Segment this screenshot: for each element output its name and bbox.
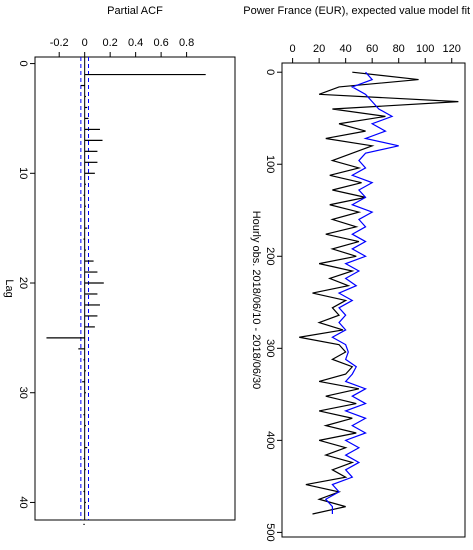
x-tick-label: 0 — [82, 37, 88, 49]
x-tick-label: 0.8 — [179, 37, 194, 49]
chart-title: Power France (EUR), expected value model… — [243, 5, 473, 17]
y-tick-label: 500 — [264, 523, 276, 541]
x-tick-label: 100 — [416, 43, 434, 55]
y-tick-label: 0 — [17, 61, 29, 67]
x-tick-label: 120 — [443, 43, 461, 55]
data-line — [324, 71, 399, 514]
x-tick-label: 0.2 — [103, 37, 118, 49]
y-tick-label: 300 — [264, 339, 276, 357]
y-tick-label: 0 — [264, 69, 276, 75]
y-tick-label: 30 — [17, 387, 29, 399]
x-tick-label: 0 — [290, 43, 296, 55]
y-axis-label: Lag — [3, 279, 15, 297]
chart-title: Partial ACF — [107, 5, 163, 17]
x-tick-label: -0.2 — [50, 37, 69, 49]
y-tick-label: 10 — [17, 167, 29, 179]
y-tick-label: 200 — [264, 247, 276, 265]
x-tick-label: 40 — [340, 43, 352, 55]
plot-frame — [281, 62, 466, 538]
y-axis-label: Hourly obs. 2018/06/10 - 2018/06/30 — [250, 211, 262, 390]
x-tick-label: 60 — [366, 43, 378, 55]
x-tick-label: 80 — [393, 43, 405, 55]
plot-frame — [34, 56, 236, 521]
y-tick-label: 100 — [264, 155, 276, 173]
y-tick-label: 40 — [17, 496, 29, 508]
x-tick-label: 0.6 — [153, 37, 168, 49]
x-tick-label: 0.4 — [128, 37, 143, 49]
y-tick-label: 20 — [17, 277, 29, 289]
x-tick-label: 20 — [313, 43, 325, 55]
data-line — [299, 71, 459, 515]
y-tick-label: 400 — [264, 431, 276, 449]
